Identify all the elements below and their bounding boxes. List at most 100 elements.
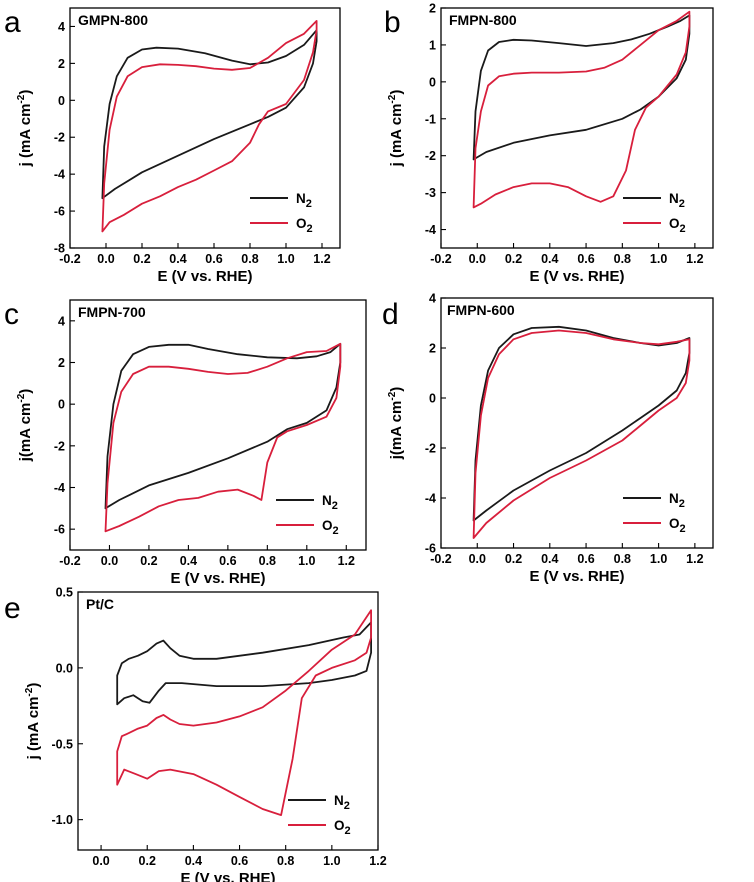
plot-frame <box>440 7 714 249</box>
x-tick-label: 0.4 <box>541 552 558 566</box>
panel-title: FMPN-700 <box>78 304 146 320</box>
y-tick-label: 4 <box>58 20 65 34</box>
legend-label-O2: O2 <box>669 516 686 535</box>
y-tick-label: -6 <box>425 542 436 556</box>
x-tick-label: 1.2 <box>313 252 330 266</box>
series-line-O2 <box>101 20 318 233</box>
panel-title: GMPN-800 <box>78 12 148 28</box>
series-line-N2 <box>472 14 691 161</box>
x-tick-label: 0.8 <box>241 252 258 266</box>
x-tick-label: -0.2 <box>59 252 81 266</box>
series-line-O2 <box>104 342 342 533</box>
x-tick-label: 0.0 <box>469 552 486 566</box>
series-line-N2 <box>472 325 691 522</box>
panel-letter: b <box>384 6 401 39</box>
panel-letter: d <box>382 298 399 331</box>
y-tick-label: 2 <box>429 2 436 16</box>
y-tick-label: 1 <box>429 38 436 52</box>
y-axis-label: j(mA cm-2) <box>387 387 405 461</box>
series-line-O2 <box>116 609 372 816</box>
legend-label-N2: N2 <box>669 491 685 510</box>
x-tick-label: 0.8 <box>614 252 631 266</box>
panel-title: FMPN-600 <box>447 302 515 318</box>
x-tick-label: 0.2 <box>139 854 156 868</box>
x-tick-label: 0.4 <box>185 854 202 868</box>
x-tick-label: 1.2 <box>369 854 386 868</box>
x-tick-label: -0.2 <box>430 552 452 566</box>
y-tick-label: -2 <box>54 131 65 145</box>
x-axis-label: E (V vs. RHE) <box>157 268 252 285</box>
panel-letter: a <box>4 6 21 39</box>
x-tick-label: 0.6 <box>205 252 222 266</box>
legend-label-O2: O2 <box>334 818 351 837</box>
y-tick-label: 2 <box>429 342 436 356</box>
panel-c: c FMPN-700 -0.2 0.0 0.2 0.4 0.6 0.8 1.0 1.2 -6 -4 -2… <box>4 298 367 587</box>
y-tick-label: 2 <box>58 356 65 370</box>
x-tick-label: 0.8 <box>259 554 276 568</box>
x-tick-label: 0.4 <box>169 252 186 266</box>
legend-label-O2: O2 <box>669 216 686 235</box>
x-tick-label: 0.2 <box>133 252 150 266</box>
x-tick-label: 1.0 <box>298 554 315 568</box>
panel-title: Pt/C <box>86 596 114 612</box>
x-tick-label: 1.2 <box>686 252 703 266</box>
x-tick-label: 1.0 <box>277 252 294 266</box>
x-tick-label: 1.0 <box>650 552 667 566</box>
y-tick-label: -2 <box>54 439 65 453</box>
panel-d: d FMPN-600 -0.2 0.0 0.2 0.4 0.6 0.8 1.0 1.2 -6 -4 -2… <box>382 292 714 585</box>
x-tick-label: 0.0 <box>469 252 486 266</box>
panel-a: a GMPN-800 -0.2 0.0 0.2 0.4 0.6 0.8 1.0 1.2 -8 -6 -4… <box>4 6 341 285</box>
x-tick-label: 1.2 <box>686 552 703 566</box>
x-tick-label: 0.0 <box>97 252 114 266</box>
y-axis-label: j (mA cm-2) <box>16 90 34 168</box>
y-tick-label: 2 <box>58 57 65 71</box>
plot-frame <box>69 299 367 551</box>
y-axis-label: j (mA cm-2) <box>24 683 42 761</box>
x-tick-label: 0.8 <box>277 854 294 868</box>
plot-frame <box>77 591 379 851</box>
y-tick-label: -1.0 <box>51 813 73 827</box>
y-tick-label: -4 <box>425 223 436 237</box>
plot-frame <box>440 297 714 549</box>
y-tick-label: -4 <box>54 481 65 495</box>
x-tick-label: 0.8 <box>614 552 631 566</box>
y-tick-label: 0 <box>58 398 65 412</box>
x-axis-label: E (V vs. RHE) <box>180 870 275 882</box>
x-tick-label: 0.4 <box>180 554 197 568</box>
y-tick-label: 0 <box>429 392 436 406</box>
series-line-O2 <box>472 10 691 209</box>
x-axis-label: E (V vs. RHE) <box>170 570 265 587</box>
panel-e: e Pt/C 0.0 0.2 0.4 0.6 0.8 1.0 1.2 -1.0 -0.5 0.0 0.5… <box>4 586 387 882</box>
y-axis-label: j(mA cm-2) <box>16 389 34 463</box>
series-line-N2 <box>116 621 372 706</box>
y-tick-label: 0 <box>58 94 65 108</box>
x-tick-label: 0.6 <box>231 854 248 868</box>
y-axis-label: j (mA cm-2) <box>387 90 405 168</box>
series-line-N2 <box>101 29 318 200</box>
panel-letter: e <box>4 592 21 625</box>
legend-label-N2: N2 <box>322 493 338 512</box>
legend-label-O2: O2 <box>322 518 339 537</box>
x-tick-label: 1.0 <box>323 854 340 868</box>
y-tick-label: -2 <box>425 149 436 163</box>
legend-label-N2: N2 <box>296 191 312 210</box>
x-tick-label: 0.4 <box>541 252 558 266</box>
y-tick-label: 0.5 <box>56 586 73 600</box>
y-tick-label: -2 <box>425 442 436 456</box>
x-tick-label: 0.0 <box>92 854 109 868</box>
x-tick-label: 0.0 <box>101 554 118 568</box>
y-tick-label: 4 <box>58 314 65 328</box>
panel-letter: c <box>4 298 19 331</box>
series-line-N2 <box>104 342 342 510</box>
x-tick-label: 0.2 <box>505 552 522 566</box>
series-line-O2 <box>472 329 691 539</box>
x-tick-label: 1.0 <box>650 252 667 266</box>
x-tick-label: -0.2 <box>59 554 81 568</box>
y-tick-label: -6 <box>54 205 65 219</box>
legend-label-N2: N2 <box>334 793 350 812</box>
y-tick-label: -4 <box>54 168 65 182</box>
x-tick-label: 0.2 <box>140 554 157 568</box>
x-tick-label: 0.2 <box>505 252 522 266</box>
plot-frame <box>69 7 341 249</box>
y-tick-label: 0 <box>429 75 436 89</box>
